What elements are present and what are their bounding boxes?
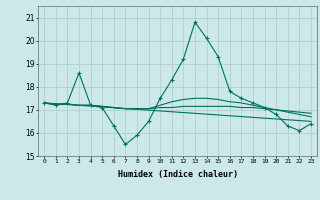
X-axis label: Humidex (Indice chaleur): Humidex (Indice chaleur) [118, 170, 238, 179]
